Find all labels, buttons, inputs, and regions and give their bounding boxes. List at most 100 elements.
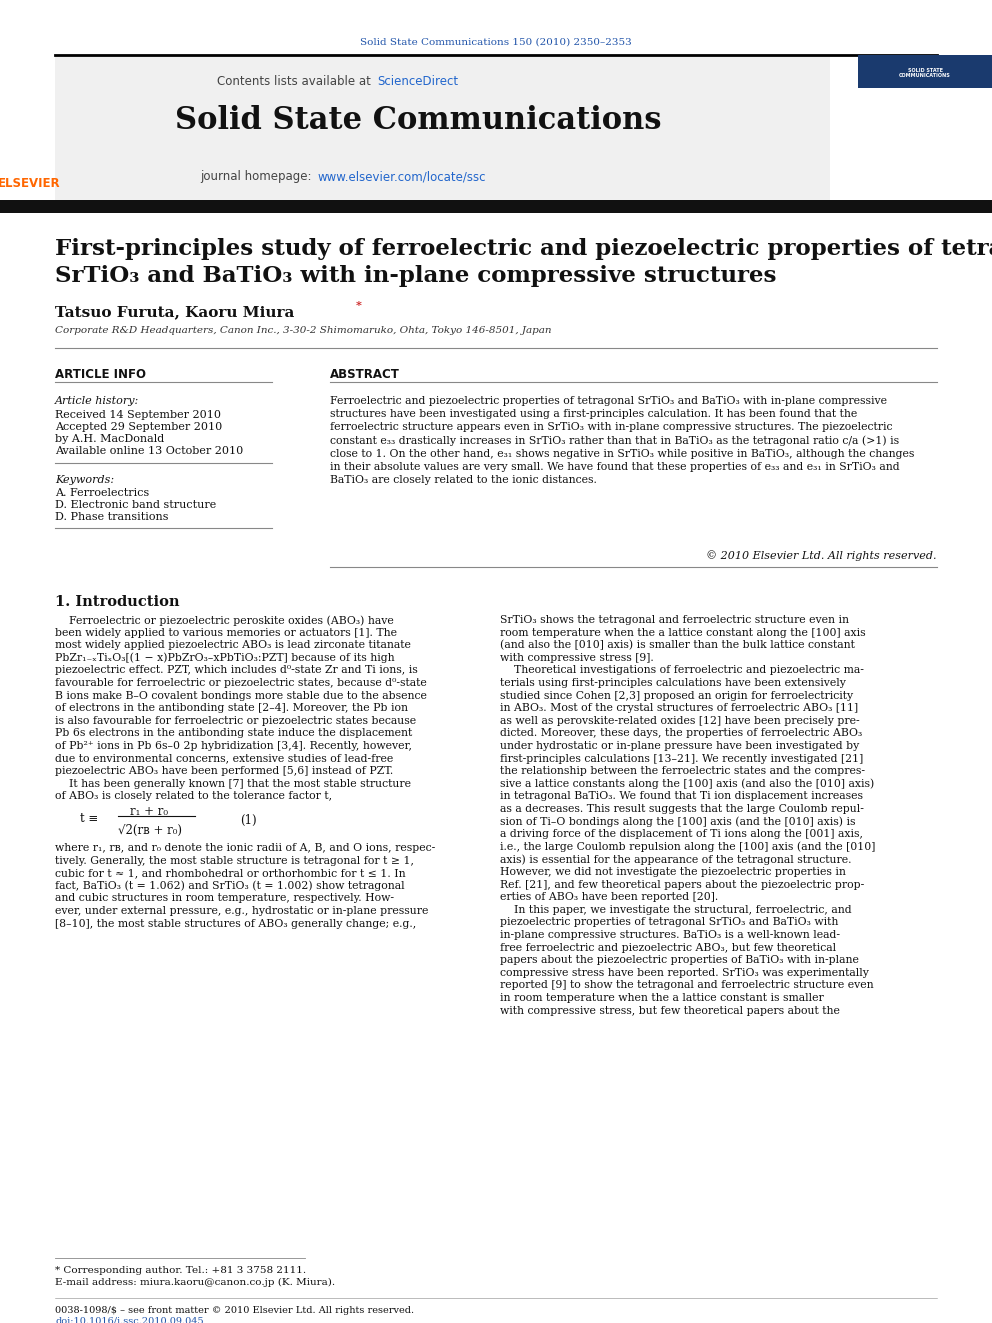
- Text: erties of ABO₃ have been reported [20].: erties of ABO₃ have been reported [20].: [500, 892, 718, 902]
- Text: Ref. [21], and few theoretical papers about the piezoelectric prop-: Ref. [21], and few theoretical papers ab…: [500, 880, 864, 889]
- Text: Accepted 29 September 2010: Accepted 29 September 2010: [55, 422, 222, 433]
- Text: ELSEVIER: ELSEVIER: [0, 177, 61, 191]
- Text: piezoelectric effect. PZT, which includes d⁰-state Zr and Ti ions, is: piezoelectric effect. PZT, which include…: [55, 665, 418, 676]
- Text: axis) is essential for the appearance of the tetragonal structure.: axis) is essential for the appearance of…: [500, 855, 851, 865]
- Text: ABSTRACT: ABSTRACT: [330, 368, 400, 381]
- Text: Solid State Communications: Solid State Communications: [175, 105, 662, 136]
- Text: studied since Cohen [2,3] proposed an origin for ferroelectricity: studied since Cohen [2,3] proposed an or…: [500, 691, 853, 701]
- Text: Solid State Communications 150 (2010) 2350–2353: Solid State Communications 150 (2010) 23…: [360, 38, 632, 48]
- Text: Contents lists available at: Contents lists available at: [217, 75, 375, 89]
- Text: in-plane compressive structures. BaTiO₃ is a well-known lead-: in-plane compressive structures. BaTiO₃ …: [500, 930, 840, 941]
- FancyBboxPatch shape: [55, 56, 830, 200]
- Text: √2(rв + r₀): √2(rв + r₀): [118, 824, 182, 837]
- Text: as a decreases. This result suggests that the large Coulomb repul-: as a decreases. This result suggests tha…: [500, 804, 864, 814]
- Text: piezoelectric ABO₃ have been performed [5,6] instead of PZT.: piezoelectric ABO₃ have been performed […: [55, 766, 393, 777]
- Text: SrTiO₃ shows the tetragonal and ferroelectric structure even in: SrTiO₃ shows the tetragonal and ferroele…: [500, 615, 849, 624]
- Text: i.e., the large Coulomb repulsion along the [100] axis (and the [010]: i.e., the large Coulomb repulsion along …: [500, 841, 875, 852]
- Text: ever, under external pressure, e.g., hydrostatic or in-plane pressure: ever, under external pressure, e.g., hyd…: [55, 906, 429, 916]
- Text: E-mail address: miura.kaoru@canon.co.jp (K. Miura).: E-mail address: miura.kaoru@canon.co.jp …: [55, 1278, 335, 1287]
- Text: BaTiO₃ are closely related to the ionic distances.: BaTiO₃ are closely related to the ionic …: [330, 475, 597, 486]
- Text: 0038-1098/$ – see front matter © 2010 Elsevier Ltd. All rights reserved.: 0038-1098/$ – see front matter © 2010 El…: [55, 1306, 414, 1315]
- Text: 1. Introduction: 1. Introduction: [55, 595, 180, 609]
- Text: *: *: [356, 300, 362, 311]
- Text: [8–10], the most stable structures of ABO₃ generally change; e.g.,: [8–10], the most stable structures of AB…: [55, 918, 417, 929]
- Text: a driving force of the displacement of Ti ions along the [001] axis,: a driving force of the displacement of T…: [500, 830, 863, 839]
- Text: under hydrostatic or in-plane pressure have been investigated by: under hydrostatic or in-plane pressure h…: [500, 741, 859, 751]
- Text: ARTICLE INFO: ARTICLE INFO: [55, 368, 146, 381]
- Text: with compressive stress [9].: with compressive stress [9].: [500, 652, 654, 663]
- Bar: [858, 56, 992, 89]
- Text: close to 1. On the other hand, e₃₁ shows negative in SrTiO₃ while positive in Ba: close to 1. On the other hand, e₃₁ shows…: [330, 448, 915, 459]
- Text: constant e₃₃ drastically increases in SrTiO₃ rather than that in BaTiO₃ as the t: constant e₃₃ drastically increases in Sr…: [330, 435, 899, 446]
- Text: a PERGAMON / ELSEVIER JOURNAL: a PERGAMON / ELSEVIER JOURNAL: [890, 192, 960, 196]
- Text: in ABO₃. Most of the crystal structures of ferroelectric ABO₃ [11]: in ABO₃. Most of the crystal structures …: [500, 704, 858, 713]
- Text: It has been generally known [7] that the most stable structure: It has been generally known [7] that the…: [55, 779, 411, 789]
- Text: by A.H. MacDonald: by A.H. MacDonald: [55, 434, 165, 445]
- Text: due to environmental concerns, extensive studies of lead-free: due to environmental concerns, extensive…: [55, 754, 393, 763]
- Text: sive a lattice constants along the [100] axis (and also the [010] axis): sive a lattice constants along the [100]…: [500, 779, 874, 790]
- Text: favourable for ferroelectric or piezoelectric states, because d⁰-state: favourable for ferroelectric or piezoele…: [55, 677, 427, 688]
- Text: cubic for t ≈ 1, and rhombohedral or orthorhombic for t ≤ 1. In: cubic for t ≈ 1, and rhombohedral or ort…: [55, 868, 406, 878]
- Text: r₁ + r₀: r₁ + r₀: [130, 804, 168, 818]
- Text: SrTiO₃ and BaTiO₃ with in-plane compressive structures: SrTiO₃ and BaTiO₃ with in-plane compress…: [55, 265, 777, 287]
- Text: (and also the [010] axis) is smaller than the bulk lattice constant: (and also the [010] axis) is smaller tha…: [500, 640, 855, 651]
- Text: where r₁, rв, and r₀ denote the ionic radii of A, B, and O ions, respec-: where r₁, rв, and r₀ denote the ionic ra…: [55, 843, 435, 853]
- Text: Ferroelectric or piezoelectric peroskite oxides (ABO₃) have: Ferroelectric or piezoelectric peroskite…: [55, 615, 394, 626]
- Text: structures have been investigated using a first-principles calculation. It has b: structures have been investigated using …: [330, 409, 857, 419]
- Text: is also favourable for ferroelectric or piezoelectric states because: is also favourable for ferroelectric or …: [55, 716, 416, 726]
- Text: Article history:: Article history:: [55, 396, 139, 406]
- Text: room temperature when the a lattice constant along the [100] axis: room temperature when the a lattice cons…: [500, 627, 866, 638]
- Text: of electrons in the antibonding state [2–4]. Moreover, the Pb ion: of electrons in the antibonding state [2…: [55, 704, 408, 713]
- Text: papers about the piezoelectric properties of BaTiO₃ with in-plane: papers about the piezoelectric propertie…: [500, 955, 859, 966]
- Text: In this paper, we investigate the structural, ferroelectric, and: In this paper, we investigate the struct…: [500, 905, 851, 914]
- Text: sion of Ti–O bondings along the [100] axis (and the [010] axis) is: sion of Ti–O bondings along the [100] ax…: [500, 816, 855, 827]
- Text: SOLID STATE
COMMUNICATIONS: SOLID STATE COMMUNICATIONS: [899, 67, 951, 78]
- Text: solid
state
communications: solid state communications: [883, 123, 966, 152]
- Text: as well as perovskite-related oxides [12] have been precisely pre-: as well as perovskite-related oxides [12…: [500, 716, 860, 726]
- Text: in tetragonal BaTiO₃. We found that Ti ion displacement increases: in tetragonal BaTiO₃. We found that Ti i…: [500, 791, 863, 802]
- Text: ScienceDirect: ScienceDirect: [377, 75, 458, 89]
- Text: Received 14 September 2010: Received 14 September 2010: [55, 410, 221, 419]
- Text: Corporate R&D Headquarters, Canon Inc., 3-30-2 Shimomaruko, Ohta, Tokyo 146-8501: Corporate R&D Headquarters, Canon Inc., …: [55, 325, 552, 335]
- Text: Theoretical investigations of ferroelectric and piezoelectric ma-: Theoretical investigations of ferroelect…: [500, 665, 864, 676]
- Text: free ferroelectric and piezoelectric ABO₃, but few theoretical: free ferroelectric and piezoelectric ABO…: [500, 942, 836, 953]
- Text: t ≡: t ≡: [80, 812, 98, 826]
- Text: terials using first-principles calculations have been extensively: terials using first-principles calculati…: [500, 677, 846, 688]
- Text: doi:10.1016/j.ssc.2010.09.045: doi:10.1016/j.ssc.2010.09.045: [55, 1316, 203, 1323]
- Text: * Corresponding author. Tel.: +81 3 3758 2111.: * Corresponding author. Tel.: +81 3 3758…: [55, 1266, 307, 1275]
- Text: most widely applied piezoelectric ABO₃ is lead zirconate titanate: most widely applied piezoelectric ABO₃ i…: [55, 640, 411, 650]
- Text: However, we did not investigate the piezoelectric properties in: However, we did not investigate the piez…: [500, 867, 846, 877]
- Text: in their absolute values are very small. We have found that these properties of : in their absolute values are very small.…: [330, 462, 900, 472]
- Text: compressive stress have been reported. SrTiO₃ was experimentally: compressive stress have been reported. S…: [500, 968, 869, 978]
- Text: journal homepage:: journal homepage:: [199, 169, 315, 183]
- Text: of Pb²⁺ ions in Pb 6s–0 2p hybridization [3,4]. Recently, however,: of Pb²⁺ ions in Pb 6s–0 2p hybridization…: [55, 741, 412, 751]
- Text: the relationship between the ferroelectric states and the compres-: the relationship between the ferroelectr…: [500, 766, 865, 777]
- Text: B ions make B–O covalent bondings more stable due to the absence: B ions make B–O covalent bondings more s…: [55, 691, 427, 701]
- Text: Ferroelectric and piezoelectric properties of tetragonal SrTiO₃ and BaTiO₃ with : Ferroelectric and piezoelectric properti…: [330, 396, 887, 406]
- Text: dicted. Moreover, these days, the properties of ferroelectric ABO₃: dicted. Moreover, these days, the proper…: [500, 729, 862, 738]
- Text: Tatsuo Furuta, Kaoru Miura: Tatsuo Furuta, Kaoru Miura: [55, 306, 295, 319]
- Text: ferroelectric structure appears even in SrTiO₃ with in-plane compressive structu: ferroelectric structure appears even in …: [330, 422, 893, 433]
- Text: PbZr₁₋ₓTiₓO₃[(1 − x)PbZrO₃–xPbTiO₃:PZT] because of its high: PbZr₁₋ₓTiₓO₃[(1 − x)PbZrO₃–xPbTiO₃:PZT] …: [55, 652, 395, 663]
- Text: been widely applied to various memories or actuators [1]. The: been widely applied to various memories …: [55, 627, 397, 638]
- Text: D. Electronic band structure: D. Electronic band structure: [55, 500, 216, 509]
- Text: and cubic structures in room temperature, respectively. How-: and cubic structures in room temperature…: [55, 893, 394, 904]
- Text: A. Ferroelectrics: A. Ferroelectrics: [55, 488, 149, 497]
- Text: © 2010 Elsevier Ltd. All rights reserved.: © 2010 Elsevier Ltd. All rights reserved…: [706, 550, 937, 561]
- Text: in room temperature when the a lattice constant is smaller: in room temperature when the a lattice c…: [500, 994, 823, 1003]
- Text: piezoelectric properties of tetragonal SrTiO₃ and BaTiO₃ with: piezoelectric properties of tetragonal S…: [500, 917, 838, 927]
- Text: (1): (1): [240, 814, 257, 827]
- Text: with compressive stress, but few theoretical papers about the: with compressive stress, but few theoret…: [500, 1005, 840, 1016]
- Text: tively. Generally, the most stable structure is tetragonal for t ≥ 1,: tively. Generally, the most stable struc…: [55, 856, 414, 865]
- Text: of ABO₃ is closely related to the tolerance factor t,: of ABO₃ is closely related to the tolera…: [55, 791, 332, 802]
- Text: Keywords:: Keywords:: [55, 475, 114, 486]
- Text: Available online 13 October 2010: Available online 13 October 2010: [55, 446, 243, 456]
- Bar: [0, 200, 992, 213]
- Text: first-principles calculations [13–21]. We recently investigated [21]: first-principles calculations [13–21]. W…: [500, 754, 863, 763]
- Text: First-principles study of ferroelectric and piezoelectric properties of tetragon: First-principles study of ferroelectric …: [55, 238, 992, 261]
- Text: www.elsevier.com/locate/ssc: www.elsevier.com/locate/ssc: [317, 169, 485, 183]
- Text: Pb 6s electrons in the antibonding state induce the displacement: Pb 6s electrons in the antibonding state…: [55, 729, 413, 738]
- Text: fact, BaTiO₃ (t = 1.062) and SrTiO₃ (t = 1.002) show tetragonal: fact, BaTiO₃ (t = 1.062) and SrTiO₃ (t =…: [55, 881, 405, 892]
- Text: D. Phase transitions: D. Phase transitions: [55, 512, 169, 523]
- Text: reported [9] to show the tetragonal and ferroelectric structure even: reported [9] to show the tetragonal and …: [500, 980, 874, 991]
